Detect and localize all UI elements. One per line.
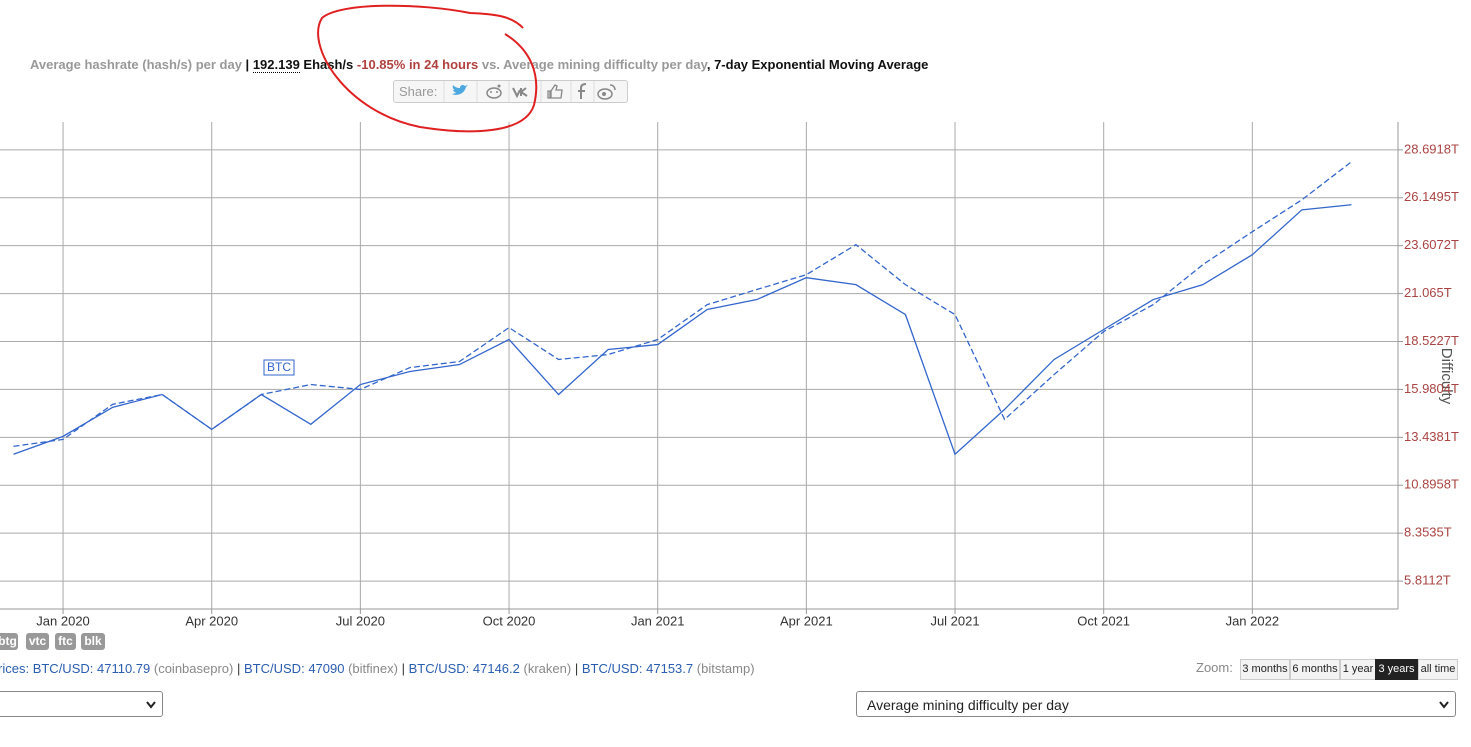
- zoom-button[interactable]: all time: [1418, 659, 1458, 680]
- x-tick-label: Jan 2022: [1226, 613, 1280, 628]
- separator: |: [241, 57, 253, 72]
- x-tick-label: Apr 2020: [185, 613, 238, 628]
- compare-title: Average mining difficulty per day: [503, 57, 707, 72]
- prices-prefix: rices:: [0, 661, 30, 676]
- share-label: Share:: [399, 84, 438, 99]
- price: 47146.2: [472, 661, 520, 676]
- separator: |: [401, 661, 405, 676]
- zoom-button[interactable]: 3 years: [1375, 659, 1418, 680]
- twitter-icon[interactable]: [443, 81, 468, 102]
- prices: rices: BTC/USD: 47110.79 (coinbasepro) |…: [0, 661, 755, 676]
- price: 47153.7: [646, 661, 694, 676]
- zoom-button[interactable]: 6 months: [1290, 659, 1340, 680]
- y-tick-label: 28.6918T: [1404, 141, 1459, 156]
- y-tick-label: 13.4381T: [1404, 429, 1459, 444]
- x-tick-label: Apr 2021: [780, 613, 833, 628]
- chart: Difficulty BTC Jan 2020 Apr 2020 Jul 2020 O…: [0, 4, 1459, 628]
- weibo-icon[interactable]: [593, 81, 616, 102]
- left-select[interactable]: [0, 691, 163, 717]
- chevron: [1439, 701, 1449, 709]
- exchange: (bitstamp): [696, 661, 755, 676]
- y-tick-label: 5.8112T: [1404, 573, 1451, 588]
- plot: [13, 161, 1352, 456]
- share-icons: [443, 81, 616, 102]
- chevron: [146, 701, 156, 709]
- versus: vs.: [478, 57, 504, 72]
- x-tick-label: Oct 2020: [483, 613, 536, 628]
- coin-tag[interactable]: blk: [81, 633, 105, 650]
- vk-icon[interactable]: [508, 81, 528, 102]
- separator: |: [237, 661, 241, 676]
- price: 47110.79: [96, 661, 151, 676]
- price: 47090: [308, 661, 345, 676]
- exchange: (coinbasepro): [153, 661, 234, 676]
- y-tick-label: 18.5227T: [1404, 333, 1459, 348]
- x-tick-label: Jan 2020: [36, 613, 90, 628]
- header: Average hashrate (hash/s) per day | 192.…: [30, 57, 929, 73]
- zoom-button[interactable]: 3 months: [1240, 659, 1290, 680]
- pair[interactable]: BTC/USD:: [244, 661, 305, 676]
- coin-tag[interactable]: ftc: [55, 633, 76, 650]
- y-tick-label: 15.9804T: [1404, 381, 1459, 396]
- annotation-label: BTC: [267, 360, 291, 374]
- pair[interactable]: BTC/USD:: [408, 661, 470, 676]
- header-title: Average hashrate (hash/s) per day: [30, 57, 242, 72]
- ema-line: [13, 161, 1352, 447]
- y-tick-label: 23.6072T: [1404, 237, 1459, 252]
- zoom-label: Zoom:: [1196, 660, 1233, 675]
- highlight-circle: [317, 4, 538, 133]
- y-tick-label: 8.3535T: [1404, 525, 1452, 540]
- ema-title: , 7-day Exponential Moving Average: [706, 57, 929, 72]
- share-bar: Share:: [393, 80, 628, 103]
- coin-tag[interactable]: btg: [0, 633, 18, 650]
- data-line: [13, 204, 1352, 456]
- y-tick-label: 10.8958T: [1404, 477, 1459, 492]
- x-tick-label: Jan 2021: [631, 613, 685, 628]
- x-tick-label: Oct 2021: [1077, 613, 1130, 628]
- pair[interactable]: BTC/USD:: [581, 661, 643, 676]
- grid: [0, 122, 1398, 609]
- exchange: (kraken): [523, 661, 572, 676]
- x-tick-label: Jul 2020: [336, 613, 385, 628]
- y-tick-label: 26.1495T: [1404, 189, 1459, 204]
- right-select[interactable]: Average mining difficulty per day: [856, 691, 1456, 717]
- select-value: Average mining difficulty per day: [867, 697, 1069, 713]
- annotation-flag: BTC: [263, 359, 295, 376]
- reddit-icon[interactable]: [476, 81, 502, 102]
- coin-tag[interactable]: vtc: [26, 633, 49, 650]
- separator: |: [574, 661, 579, 676]
- y-axis-title: Difficulty: [1438, 348, 1455, 405]
- exchange: (bitfinex): [348, 661, 398, 676]
- pair[interactable]: BTC/USD:: [32, 661, 94, 676]
- change: -10.85% in 24 hours: [356, 57, 479, 72]
- y-tick-label: 21.065T: [1404, 285, 1452, 300]
- like-icon[interactable]: [540, 81, 563, 102]
- x-tick-label: Jul 2021: [930, 613, 979, 628]
- hashrate-value: 192.139: [252, 57, 300, 73]
- zoom-button[interactable]: 1 year: [1340, 659, 1376, 680]
- facebook-icon[interactable]: [570, 81, 587, 102]
